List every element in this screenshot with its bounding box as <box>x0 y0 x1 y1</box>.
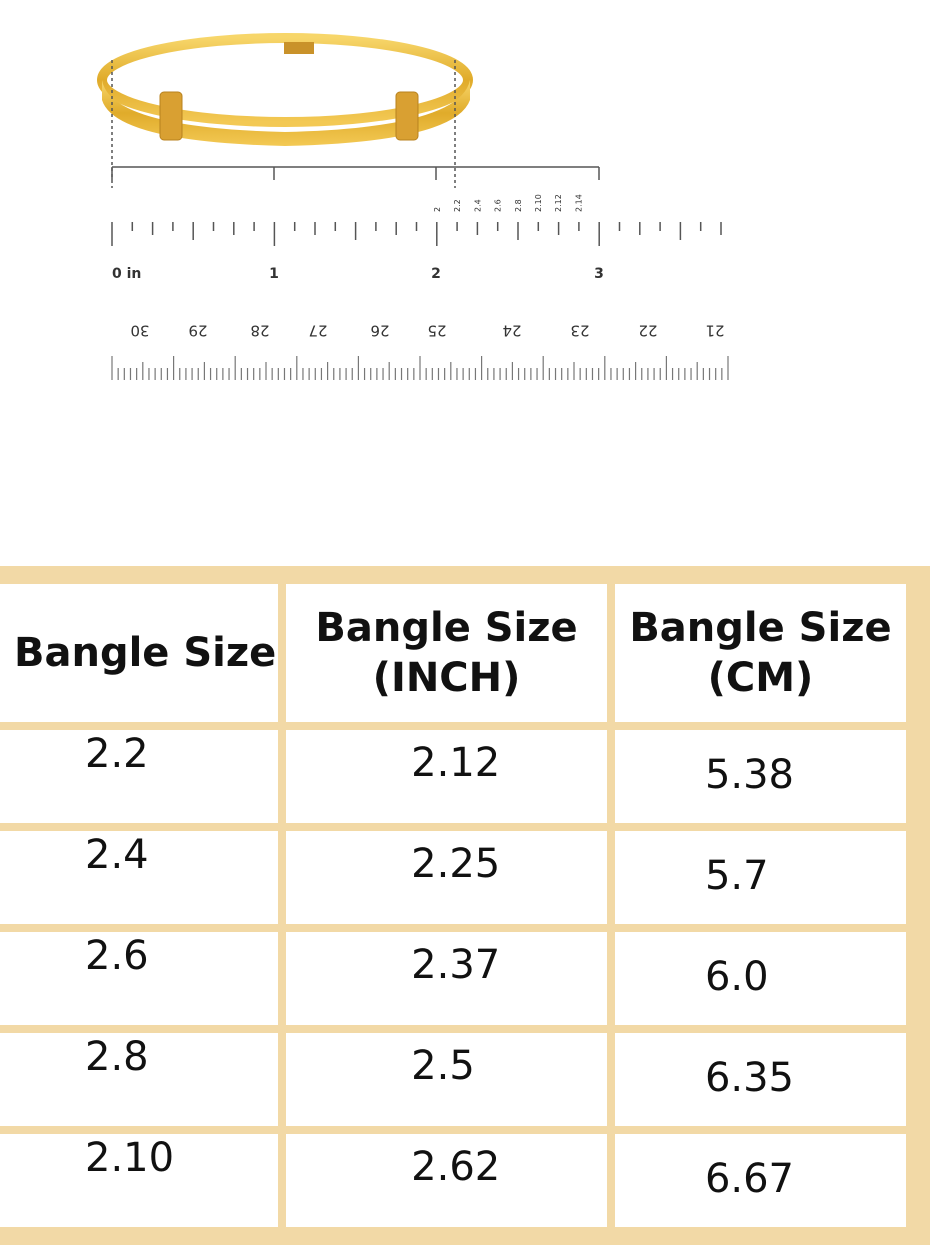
inch-label: 3 <box>594 266 604 282</box>
size-table-frame: Bangle Size Bangle Size (INCH) Bangle Size… <box>0 566 930 1245</box>
cm-label: 23 <box>570 322 589 340</box>
cm-label: 24 <box>502 322 521 340</box>
cm-label: 27 <box>308 322 327 340</box>
header-cell: Bangle Size (INCH) <box>286 584 607 722</box>
bangle <box>97 33 473 146</box>
size-label: 2 <box>433 207 442 212</box>
cm-label: 30 <box>130 322 149 340</box>
size-label: 2.14 <box>574 194 583 212</box>
cell: 6.35 <box>614 1033 906 1126</box>
cell: 5.7 <box>614 831 906 924</box>
size-label: 2.10 <box>534 194 543 212</box>
row: 2.4 2.25 5.7 <box>0 831 906 924</box>
row: 2.2 2.12 5.38 <box>0 730 906 823</box>
header-cell: Bangle Size <box>0 584 279 722</box>
cm-label: 25 <box>427 322 446 340</box>
size-label: 2.4 <box>473 199 482 212</box>
size-label: 2.8 <box>514 199 523 212</box>
cell: 2.37 <box>286 932 607 1025</box>
inch-label: 1 <box>269 266 279 282</box>
dimension <box>111 60 600 188</box>
page: 0 in 1 2 3 2 2.2 2.4 2.6 2.8 2.10 2.12 2.14 30 29 28 27… <box>0 33 930 1245</box>
row: 2.10 2.62 6.67 <box>0 1134 906 1227</box>
cell: 2.6 <box>0 932 279 1025</box>
cell: 2.4 <box>0 831 279 924</box>
cell: 2.2 <box>0 730 279 823</box>
inch-label: 2 <box>431 266 441 282</box>
size-label: 2.2 <box>453 199 462 212</box>
header-cell: Bangle Size (CM) <box>614 584 906 722</box>
inch-label: 0 in <box>112 266 141 282</box>
cm-label: 29 <box>188 322 207 340</box>
size-label: 2.6 <box>494 199 503 212</box>
cell: 5.38 <box>614 730 906 823</box>
cm-label: 21 <box>705 322 724 340</box>
cell: 2.5 <box>286 1033 607 1126</box>
cm-label: 28 <box>250 322 269 340</box>
row: 2.6 2.37 6.0 <box>0 932 906 1025</box>
cell: 2.10 <box>0 1134 279 1227</box>
size-table: Bangle Size Bangle Size (INCH) Bangle Size… <box>0 576 914 1235</box>
cm-label: 26 <box>370 322 389 340</box>
cell: 2.12 <box>286 730 607 823</box>
cm-ruler <box>111 356 729 380</box>
cell: 6.0 <box>614 932 906 1025</box>
cm-label: 22 <box>638 322 657 340</box>
cell: 2.62 <box>286 1134 607 1227</box>
cell: 2.25 <box>286 831 607 924</box>
cell: 6.67 <box>614 1134 906 1227</box>
size-label: 2.12 <box>554 194 563 212</box>
cell: 2.8 <box>0 1033 279 1126</box>
inch-ruler <box>111 222 722 246</box>
row: 2.8 2.5 6.35 <box>0 1033 906 1126</box>
